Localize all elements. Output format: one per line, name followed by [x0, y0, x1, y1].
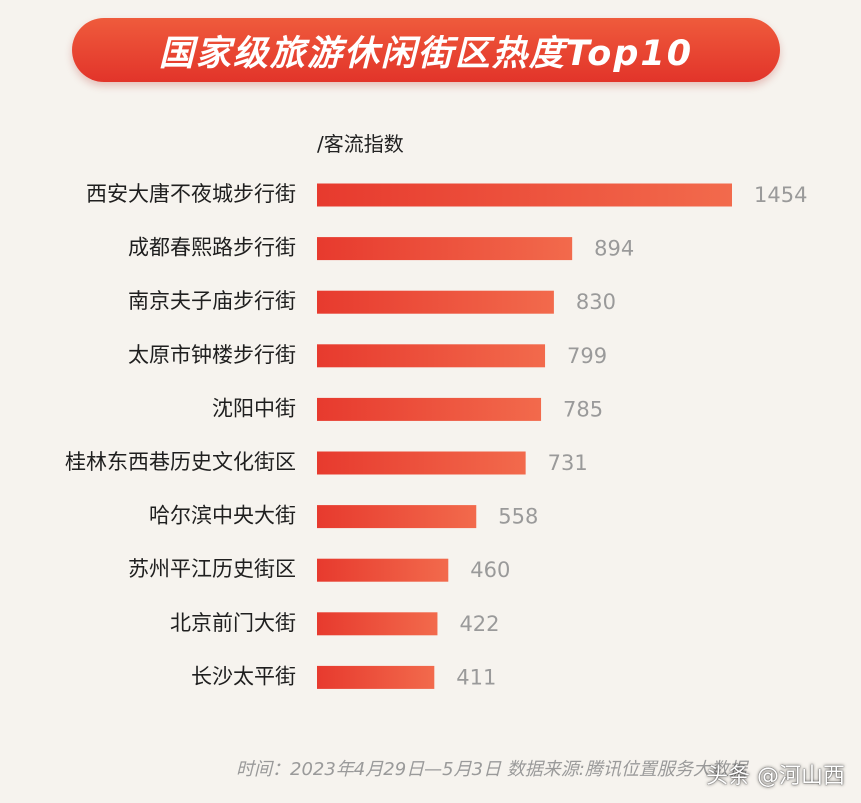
value-label: 830: [576, 290, 616, 314]
value-label: 411: [456, 665, 496, 689]
bar: [317, 397, 542, 421]
value-label: 731: [548, 451, 588, 475]
value-label: 1454: [754, 183, 807, 207]
category-label: 哈尔滨中央大街: [149, 504, 296, 528]
bar: [317, 237, 573, 261]
category-label: 长沙太平街: [191, 664, 296, 688]
footer-source: 时间：2023年4月29日—5月3日 数据来源:腾讯位置服务大数据: [236, 759, 747, 780]
value-label: 894: [594, 237, 634, 261]
bar: [317, 612, 438, 636]
value-label: 422: [459, 612, 499, 636]
bar: [317, 451, 526, 475]
category-label: 沈阳中街: [212, 396, 296, 420]
bar: [317, 290, 554, 314]
title-banner: 国家级旅游休闲街区热度Top10: [72, 18, 780, 82]
bar: [317, 183, 732, 207]
bar: [317, 665, 435, 689]
watermark: 头条 @河山西: [706, 764, 845, 789]
bar-chart: 西安大唐不夜城步行街 1454 成都春熙路步行街 894 南京夫子庙步行街 830 太原市钟…: [65, 182, 807, 689]
value-label: 799: [567, 344, 607, 368]
bar: [317, 344, 546, 368]
category-label: 太原市钟楼步行街: [128, 343, 296, 367]
value-label: 785: [563, 397, 603, 421]
value-label: 460: [470, 558, 510, 582]
category-label: 西安大唐不夜城步行街: [86, 182, 296, 206]
chart-title: 国家级旅游休闲街区热度Top10: [158, 33, 694, 74]
bar: [317, 505, 477, 529]
category-label: 北京前门大街: [170, 611, 296, 635]
category-label: 桂林东西巷历史文化街区: [65, 450, 296, 474]
category-label: 成都春熙路步行街: [128, 236, 296, 260]
bar: [317, 558, 449, 582]
category-label: 南京夫子庙步行街: [128, 289, 296, 313]
category-label: 苏州平江历史街区: [128, 557, 296, 581]
value-label: 558: [498, 505, 538, 529]
unit-label: /客流指数: [317, 132, 404, 156]
